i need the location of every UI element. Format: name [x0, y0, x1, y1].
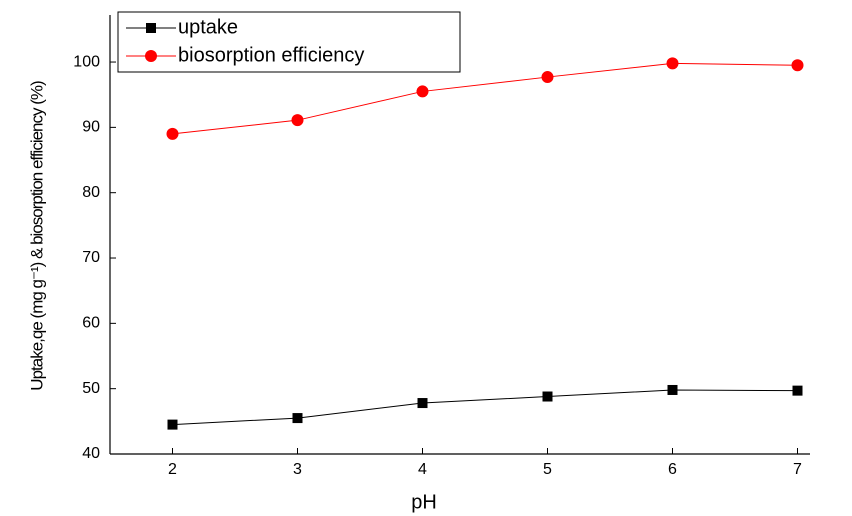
legend-label: biosorption efficiency [178, 44, 364, 66]
marker [792, 385, 803, 396]
x-tick-label: 2 [168, 461, 177, 478]
series-line [172, 62, 798, 135]
marker [666, 57, 679, 70]
x-tick-label: 7 [793, 461, 802, 478]
y-tick-label: 100 [73, 53, 100, 70]
y-tick-label: 60 [82, 315, 100, 332]
legend-marker [145, 50, 157, 62]
marker [167, 419, 178, 430]
marker [292, 413, 303, 424]
x-tick-label: 4 [418, 461, 427, 478]
marker [417, 398, 428, 409]
marker [667, 384, 678, 395]
legend-box [117, 11, 461, 73]
x-tick-label: 5 [543, 461, 552, 478]
marker [166, 127, 179, 140]
legend-marker [146, 23, 156, 33]
y-tick-label: 80 [82, 184, 100, 201]
marker [791, 59, 804, 72]
x-tick-label: 3 [293, 461, 302, 478]
y-tick-label: 90 [82, 119, 100, 136]
marker [541, 71, 554, 84]
marker [542, 391, 553, 402]
marker [416, 85, 429, 98]
y-tick-label: 40 [82, 445, 100, 462]
y-axis-label: Uptake,qe (mg g⁻¹) & biosorption efficie… [27, 81, 46, 391]
legend-label: uptake [178, 16, 238, 38]
y-tick-label: 70 [82, 249, 100, 266]
x-axis-label: pH [411, 491, 437, 513]
y-tick-label: 50 [82, 380, 100, 397]
series-line [172, 389, 798, 426]
x-tick-label: 6 [668, 461, 677, 478]
marker [291, 114, 304, 127]
